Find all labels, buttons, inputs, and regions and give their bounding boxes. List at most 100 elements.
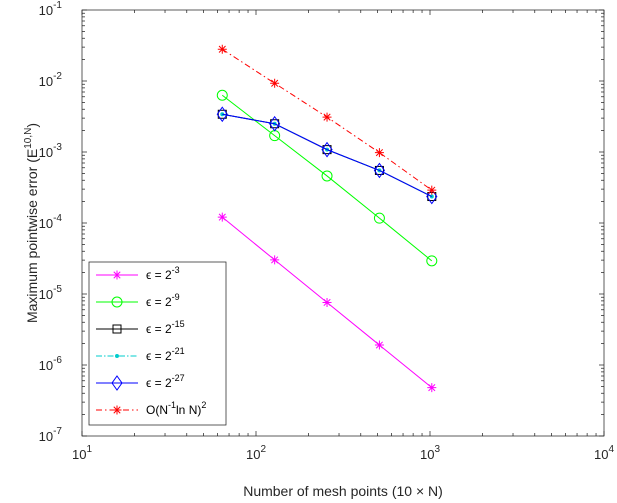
data-point-star [322,297,332,307]
legend-label-text: ϵ = 2 [146,268,172,282]
data-point-star [270,255,280,265]
y-axis-label-main: Maximum pointwise error (E [24,149,40,323]
data-point-star [427,185,437,195]
y-tick-label-exp: -5 [53,284,62,295]
x-tick-label: 101 [72,444,92,462]
legend-label-sup: -9 [172,292,180,302]
x-axis-label: Number of mesh points (10 × N) [243,483,443,499]
x-tick-label-exp: 1 [86,444,92,455]
data-point-diamond [373,162,386,179]
data-point-square [322,145,332,155]
y-tick-label: 10-2 [39,71,63,89]
series-line [222,113,433,197]
y-tick-label: 10-1 [39,0,63,18]
x-tick-label: 103 [420,444,440,462]
data-point-circle [216,89,228,101]
legend-label: ϵ = 2-21 [146,346,185,363]
y-axis-label-sup: 10,N [23,128,34,149]
legend-label-sup2: 2 [201,400,206,410]
series-5 [216,106,438,205]
legend-label: ϵ = 2-9 [146,292,180,309]
data-point-square [270,119,280,129]
legend-marker-diamond [111,375,123,391]
data-point-circle [321,170,333,182]
y-tick-label: 10-7 [39,426,63,444]
legend-marker-star [112,405,122,415]
x-tick-label-exp: 2 [260,444,266,455]
legend-label-text: ϵ = 2 [146,349,172,363]
data-point-star [217,44,227,54]
x-tick-label: 104 [594,444,614,462]
legend-label: ϵ = 2-27 [146,373,185,390]
legend-label-sup: -21 [172,346,185,356]
legend-marker-point [115,354,119,358]
y-tick-label-exp: -2 [53,71,62,82]
series-layer [216,44,438,393]
x-tick-label-base: 10 [72,447,86,462]
legend-label-text: ϵ = 2 [146,295,172,309]
y-tick-label-exp: -6 [53,355,62,366]
legend: ϵ = 2-3ϵ = 2-9ϵ = 2-15ϵ = 2-21ϵ = 2-27O(… [88,261,227,426]
x-tick-label-base: 10 [594,447,608,462]
series-line [221,94,433,262]
y-tick-label-exp: -1 [53,0,62,11]
y-tick-label-base: 10 [39,216,53,231]
data-point-star [374,148,384,158]
y-tick-label-base: 10 [39,358,53,373]
legend-label-text: ϵ = 2 [146,322,172,336]
data-point-star [217,212,227,222]
data-point-diamond [321,141,333,158]
y-tick-label-base: 10 [39,3,53,18]
series-1 [217,212,437,393]
data-point-star [270,78,280,88]
y-tick-label-base: 10 [39,74,53,89]
legend-label-sup: -3 [172,265,180,275]
x-tick-label-base: 10 [420,447,434,462]
x-tick-labels: 101 102 103 104 [72,444,614,462]
plot-frame [81,9,605,437]
y-tick-label-exp: -3 [53,142,62,153]
data-point-circle [373,212,385,224]
y-tick-label-base: 10 [39,145,53,160]
y-tick-label-exp: -4 [53,213,62,224]
legend-label-text: O(N [146,403,168,417]
legend-label-sup: -15 [172,319,185,329]
y-tick-labels: 10-710-610-510-410-310-210-1 [39,0,63,444]
legend-label-suffix: ln N) [176,403,201,417]
y-tick-label: 10-5 [39,284,63,302]
y-tick-label-base: 10 [39,287,53,302]
legend-label-sup: -27 [172,373,185,383]
y-tick-label: 10-6 [39,355,63,373]
y-axis-label: Maximum pointwise error (E10,N) [23,123,40,323]
data-point-diamond [426,188,438,205]
legend-label-sup: -1 [168,400,176,410]
legend-marker-circle [111,296,123,308]
data-point-star [322,112,332,122]
y-tick-label: 10-4 [39,213,63,231]
y-axis-label-close: ) [24,123,40,128]
data-point-star [374,340,384,350]
data-point-diamond [216,106,228,123]
series-6 [217,44,437,195]
legend-label: ϵ = 2-3 [146,265,180,282]
data-point-square [374,165,384,175]
data-point-circle [426,255,438,267]
legend-box [88,261,227,426]
y-tick-label-exp: -7 [53,426,62,437]
x-tick-label-exp: 4 [608,444,614,455]
x-tick-label-exp: 3 [434,444,440,455]
legend-marker-square [112,324,122,334]
y-tick-label-base: 10 [39,429,53,444]
x-tick-label-base: 10 [246,447,260,462]
series-2 [216,89,438,267]
legend-label: ϵ = 2-15 [146,319,185,336]
legend-label: O(N-1ln N)2 [146,400,206,417]
data-point-diamond [269,115,281,132]
data-point-star [427,383,437,393]
x-tick-label: 102 [246,444,266,462]
y-tick-label: 10-3 [39,142,63,160]
data-point-square [217,109,227,119]
legend-label-text: ϵ = 2 [146,376,172,390]
legend-marker-star [112,270,122,280]
